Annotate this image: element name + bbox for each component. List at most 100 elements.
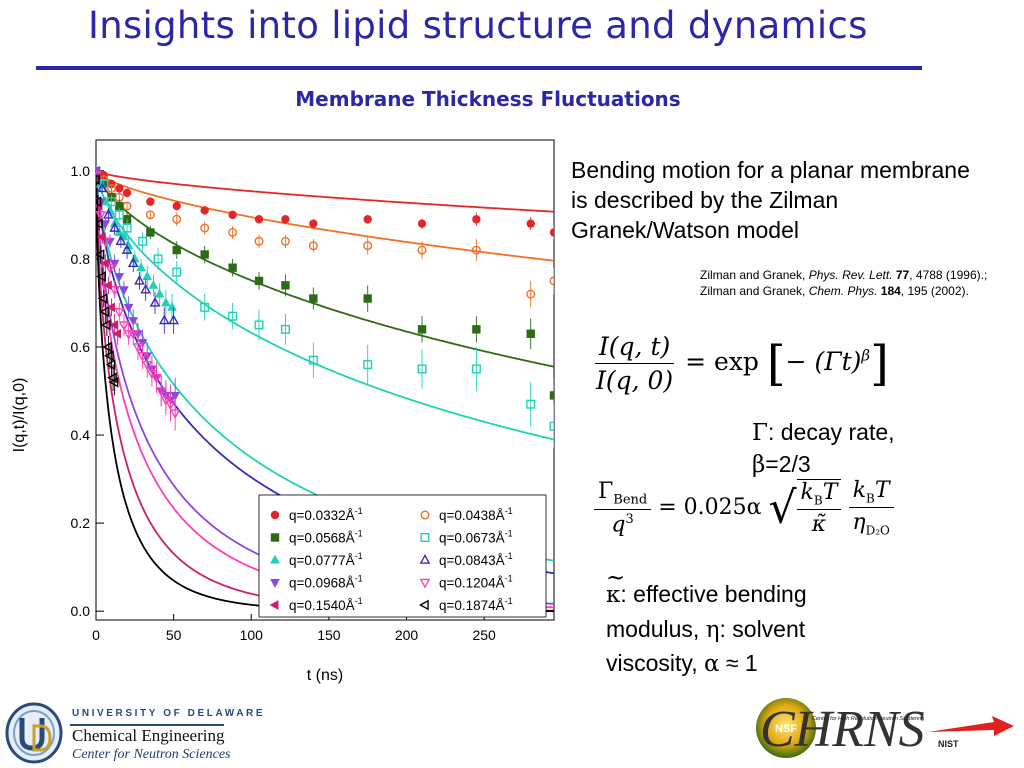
chrns-caption: Center for High Resolution Neutron Scatt…	[812, 716, 925, 722]
data-point	[200, 206, 209, 215]
ud-seal-icon	[5, 702, 63, 764]
data-point	[309, 294, 318, 303]
data-point	[471, 364, 481, 374]
legend-box	[258, 494, 547, 618]
nsf-label: NSF	[775, 723, 797, 735]
y-tick-label: 1.0	[71, 163, 91, 179]
legend-label: q=0.0843Å-1	[439, 551, 513, 568]
series-4	[99, 179, 554, 449]
legend-label: q=0.1874Å-1	[439, 596, 513, 613]
data-point	[168, 314, 179, 325]
data-point	[169, 409, 181, 420]
data-point	[167, 301, 177, 311]
data-point	[122, 188, 132, 198]
data-point	[228, 227, 238, 237]
data-point	[172, 214, 182, 224]
legend-label: q=0.0438Å-1	[439, 506, 513, 523]
data-point	[281, 215, 290, 224]
data-point	[96, 249, 105, 260]
data-points	[96, 165, 554, 449]
data-point	[158, 314, 170, 325]
data-point	[254, 320, 264, 330]
legend-marker	[419, 578, 431, 589]
slide-title: Insights into lipid structure and dynami…	[88, 4, 868, 47]
data-point	[148, 279, 159, 289]
ud-center: Center for Neutron Sciences	[72, 747, 231, 762]
data-point	[109, 222, 120, 232]
data-point	[200, 223, 210, 233]
data-point	[172, 267, 182, 277]
data-point	[104, 263, 116, 274]
data-point	[113, 308, 125, 318]
legend-label: q=0.1204Å-1	[439, 574, 513, 591]
data-point	[526, 329, 535, 338]
data-point	[146, 228, 155, 237]
legend-label: q=0.1540Å-1	[289, 596, 363, 613]
data-point	[172, 201, 181, 211]
legend-marker	[420, 510, 430, 520]
ud-department: Chemical Engineering	[72, 726, 225, 745]
data-point	[254, 215, 264, 224]
x-axis-ticks: 0 50 100 150 200 250	[92, 614, 496, 643]
data-point	[526, 289, 536, 299]
data-point	[141, 360, 153, 371]
data-point	[103, 208, 114, 219]
slide-subtitle: Membrane Thickness Fluctuations	[295, 87, 681, 111]
model-description: Bending motion for a planar membrane is …	[571, 157, 970, 243]
data-point	[155, 387, 167, 398]
legend-label: q=0.0777Å-1	[289, 551, 363, 568]
data-point	[200, 250, 209, 259]
data-point	[417, 325, 427, 334]
data-point	[363, 294, 372, 303]
data-point	[99, 306, 110, 318]
fit-curve-2	[96, 170, 554, 262]
legend-marker	[270, 579, 280, 588]
data-point	[137, 352, 148, 362]
legend-label: q=0.0568Å-1	[289, 529, 363, 546]
data-point	[115, 235, 127, 246]
series-9	[96, 174, 122, 345]
equation-decay: I(q, t) I(q, 0) = exp [− (Γt)β]	[594, 332, 889, 395]
y-tick-label: 0.0	[71, 603, 91, 619]
legend-marker	[418, 599, 429, 611]
legend-marker	[269, 600, 279, 610]
data-point	[200, 302, 210, 312]
data-point	[363, 215, 372, 224]
data-point	[96, 232, 106, 242]
chrns-wordmark: CHRNS	[760, 701, 925, 758]
series-3	[96, 166, 554, 414]
legend-marker	[419, 553, 431, 564]
ud-name: UNIVERSITY OF DELAWARE	[72, 708, 266, 719]
data-point	[472, 215, 481, 224]
legend-marker	[420, 533, 430, 543]
series-6	[96, 169, 179, 334]
data-point	[254, 276, 264, 286]
data-point	[108, 376, 119, 388]
fit-curve-4	[96, 170, 554, 441]
data-point	[549, 421, 554, 431]
beta-note: β=2/3	[752, 451, 811, 478]
data-point	[549, 391, 554, 400]
data-point	[254, 236, 264, 246]
data-point	[100, 319, 111, 331]
data-point	[363, 360, 373, 370]
data-point	[96, 169, 102, 179]
series-8	[96, 170, 181, 431]
data-point	[107, 372, 117, 384]
data-point	[128, 317, 139, 326]
chrns-logo: NSF CHRNS Center for High Resolution Neu…	[756, 698, 1014, 758]
data-point	[119, 286, 129, 296]
data-point	[114, 273, 125, 282]
x-tick-label: 200	[395, 627, 419, 643]
kappa-note: ~ κ: effective bending	[606, 565, 807, 608]
y-axis-label: I(q,t)/I(q,0)	[11, 378, 28, 453]
data-point	[161, 297, 171, 307]
data-point	[308, 241, 318, 251]
data-point	[526, 399, 536, 409]
ud-rule	[70, 724, 224, 726]
nist-label: NIST	[938, 739, 959, 749]
data-point	[549, 276, 554, 286]
data-point	[472, 325, 481, 334]
data-point	[115, 184, 124, 193]
data-point	[136, 262, 146, 272]
